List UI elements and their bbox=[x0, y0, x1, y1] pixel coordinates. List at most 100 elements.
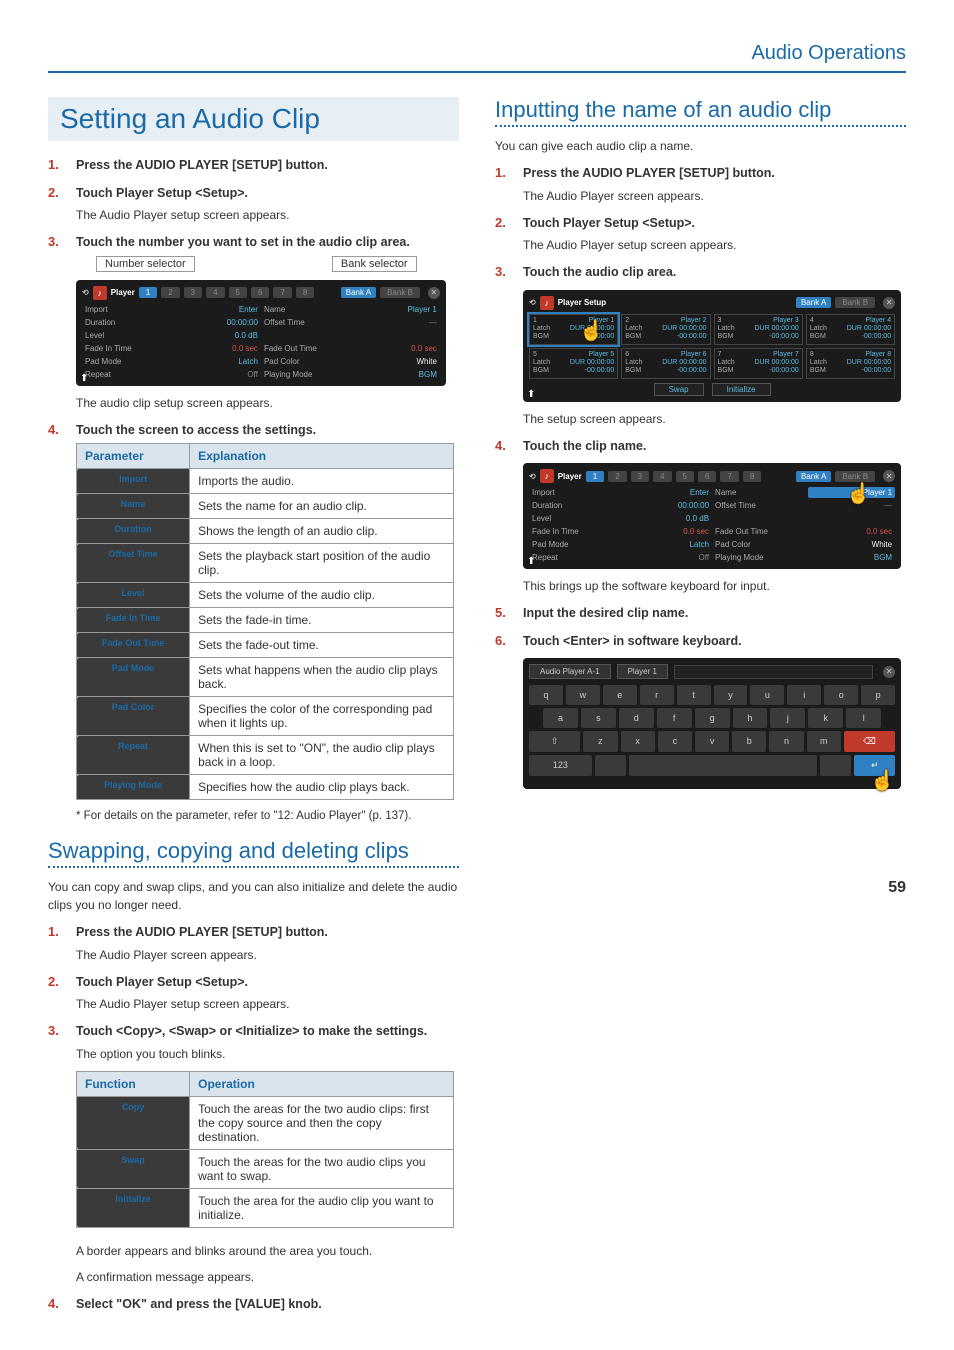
keyboard-key-123[interactable]: 123 bbox=[529, 755, 592, 776]
bank-a[interactable]: Bank A bbox=[796, 297, 831, 308]
keyboard-key[interactable]: j bbox=[770, 708, 805, 728]
close-icon[interactable]: ✕ bbox=[883, 666, 895, 678]
keyboard-key[interactable]: s bbox=[581, 708, 616, 728]
keyboard-key[interactable]: d bbox=[619, 708, 654, 728]
keyboard-key[interactable]: c bbox=[658, 731, 692, 752]
tab[interactable]: 5 bbox=[229, 287, 247, 298]
keyboard-key[interactable]: u bbox=[750, 685, 784, 705]
setting-value[interactable]: White bbox=[355, 356, 440, 367]
setting-value[interactable]: White bbox=[808, 539, 895, 550]
keyboard-key[interactable]: e bbox=[603, 685, 637, 705]
tab[interactable]: 6 bbox=[251, 287, 269, 298]
keyboard-key[interactable]: i bbox=[787, 685, 821, 705]
clip-cell[interactable]: 8Player 8 LatchDUR 00:00:00 BGM-00:00:00 bbox=[806, 348, 895, 379]
setting-value[interactable]: Latch bbox=[176, 356, 261, 367]
tab[interactable]: 1 bbox=[586, 471, 604, 482]
clip-cell[interactable]: 6Player 6 LatchDUR 00:00:00 BGM-00:00:00 bbox=[621, 348, 710, 379]
keyboard-key[interactable]: z bbox=[583, 731, 617, 752]
keyboard-key[interactable]: y bbox=[714, 685, 748, 705]
setting-key: Name bbox=[261, 304, 355, 315]
setting-value[interactable]: 0.0 sec bbox=[176, 343, 261, 354]
keyboard-key[interactable]: q bbox=[529, 685, 563, 705]
tab[interactable]: 3 bbox=[631, 471, 649, 482]
setting-value[interactable]: Latch bbox=[625, 539, 712, 550]
param-desc: Sets what happens when the audio clip pl… bbox=[190, 658, 454, 697]
setting-value[interactable]: Player 1 bbox=[808, 487, 895, 498]
clip-cell[interactable]: 2Player 2 LatchDUR 00:00:00 BGM-00:00:00 bbox=[621, 314, 710, 345]
keyboard-key[interactable]: k bbox=[808, 708, 843, 728]
keyboard-key[interactable]: m bbox=[807, 731, 841, 752]
keyboard-key[interactable]: g bbox=[695, 708, 730, 728]
keyboard-key[interactable]: v bbox=[695, 731, 729, 752]
setting-value[interactable]: BGM bbox=[808, 552, 895, 563]
tab[interactable]: 4 bbox=[206, 287, 224, 298]
keyboard-key-space[interactable] bbox=[629, 755, 817, 776]
keyboard-key[interactable]: o bbox=[824, 685, 858, 705]
keyboard-key[interactable]: a bbox=[543, 708, 578, 728]
setting-value[interactable]: BGM bbox=[355, 369, 440, 380]
tab[interactable]: 8 bbox=[743, 471, 761, 482]
setting-value[interactable]: — bbox=[355, 317, 440, 328]
setting-value[interactable]: Off bbox=[176, 369, 261, 380]
bank-a[interactable]: Bank A bbox=[341, 287, 376, 298]
setting-value[interactable]: 00:00:00 bbox=[176, 317, 261, 328]
setting-value[interactable]: Player 1 bbox=[355, 304, 440, 315]
tab[interactable]: 5 bbox=[676, 471, 694, 482]
tab[interactable]: 7 bbox=[720, 471, 738, 482]
bank-a[interactable]: Bank A bbox=[796, 471, 831, 482]
setting-value[interactable]: Off bbox=[625, 552, 712, 563]
setting-value[interactable]: 0.0 sec bbox=[625, 526, 712, 537]
table-header: Function bbox=[77, 1071, 190, 1096]
setting-value[interactable]: — bbox=[808, 500, 895, 511]
setting-key: Name bbox=[712, 487, 808, 498]
keyboard-key[interactable]: x bbox=[621, 731, 655, 752]
setting-value[interactable]: Enter bbox=[176, 304, 261, 315]
setting-value[interactable]: 0.0 dB bbox=[176, 330, 261, 341]
setting-value[interactable]: 00:00:00 bbox=[625, 500, 712, 511]
close-icon[interactable]: ✕ bbox=[883, 470, 895, 482]
keyboard-key-enter[interactable]: ↵ bbox=[854, 755, 895, 776]
keyboard-key[interactable] bbox=[820, 755, 851, 776]
clip-cell[interactable]: 7Player 7 LatchDUR 00:00:00 BGM-00:00:00 bbox=[714, 348, 803, 379]
table-row: Fade In TimeSets the fade-in time. bbox=[77, 608, 454, 633]
keyboard-key[interactable]: w bbox=[566, 685, 600, 705]
tab[interactable]: 8 bbox=[296, 287, 314, 298]
bank-b[interactable]: Bank B bbox=[380, 287, 420, 298]
setting-value[interactable]: Enter bbox=[625, 487, 712, 498]
setting-value[interactable]: 0.0 sec bbox=[355, 343, 440, 354]
keyboard-key[interactable]: h bbox=[733, 708, 768, 728]
keyboard-input[interactable] bbox=[674, 665, 873, 679]
bank-b[interactable]: Bank B bbox=[835, 297, 875, 308]
tab[interactable]: 3 bbox=[184, 287, 202, 298]
keyboard-key[interactable]: ⇧ bbox=[529, 731, 580, 752]
close-icon[interactable]: ✕ bbox=[428, 287, 440, 299]
setting-value[interactable] bbox=[355, 330, 440, 341]
clip-cell[interactable]: 1Player 1 LatchDUR 00:00:00 BGM-00:00:00 bbox=[529, 314, 618, 345]
bank-b[interactable]: Bank B bbox=[835, 471, 875, 482]
keyboard-key[interactable]: b bbox=[732, 731, 766, 752]
close-icon[interactable]: ✕ bbox=[883, 297, 895, 309]
keyboard-key[interactable]: t bbox=[677, 685, 711, 705]
keyboard-key[interactable]: r bbox=[640, 685, 674, 705]
keyboard-key[interactable]: n bbox=[769, 731, 803, 752]
clip-cell[interactable]: 4Player 4 LatchDUR 00:00:00 BGM-00:00:00 bbox=[806, 314, 895, 345]
tab[interactable]: 4 bbox=[653, 471, 671, 482]
swap-button[interactable]: Swap bbox=[654, 383, 704, 396]
tab[interactable]: 7 bbox=[273, 287, 291, 298]
keyboard-key[interactable]: ⌫ bbox=[844, 731, 895, 752]
tab[interactable]: 2 bbox=[161, 287, 179, 298]
tab[interactable]: 6 bbox=[698, 471, 716, 482]
initialize-button[interactable]: Initialize bbox=[712, 383, 771, 396]
keyboard-key[interactable]: l bbox=[846, 708, 881, 728]
clip-cell[interactable]: 5Player 5 LatchDUR 00:00:00 BGM-00:00:00 bbox=[529, 348, 618, 379]
keyboard-key[interactable]: p bbox=[861, 685, 895, 705]
keyboard-key[interactable] bbox=[595, 755, 626, 776]
setting-value[interactable] bbox=[808, 513, 895, 524]
tab[interactable]: 2 bbox=[608, 471, 626, 482]
keyboard-key[interactable]: f bbox=[657, 708, 692, 728]
func-name: Initialize bbox=[77, 1188, 190, 1227]
setting-value[interactable]: 0.0 sec bbox=[808, 526, 895, 537]
tab[interactable]: 1 bbox=[139, 287, 157, 298]
clip-cell[interactable]: 3Player 3 LatchDUR 00:00:00 BGM-00:00:00 bbox=[714, 314, 803, 345]
setting-value[interactable]: 0.0 dB bbox=[625, 513, 712, 524]
